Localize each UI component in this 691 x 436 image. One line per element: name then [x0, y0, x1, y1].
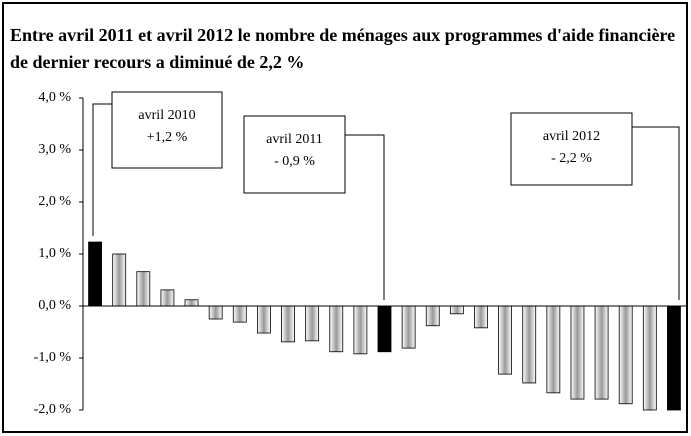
bar [281, 305, 295, 343]
bar [377, 305, 392, 353]
bar [546, 305, 561, 394]
y-tick-label: 3,0 % [38, 142, 71, 157]
bar [401, 305, 416, 349]
bar [232, 305, 247, 323]
bar [305, 305, 320, 342]
annotation-title: avril 2011 [266, 132, 323, 147]
y-tick-label: 1,0 % [38, 246, 71, 261]
y-tick-label: 4,0 % [38, 90, 71, 105]
chart-title: Entre avril 2011 et avril 2012 le nombre… [10, 25, 676, 72]
bar [136, 271, 151, 307]
bar [449, 305, 464, 315]
bar [570, 305, 585, 400]
annotation-text: - 2,2 % [551, 151, 592, 166]
connector [345, 134, 385, 300]
bar [208, 305, 223, 320]
bar [256, 305, 271, 334]
annotation-text: - 0,9 % [274, 154, 315, 169]
bar [594, 305, 609, 400]
bar [474, 305, 488, 329]
annotation-title: avril 2012 [543, 129, 600, 144]
bar [522, 305, 537, 384]
bar [184, 299, 199, 307]
bar [667, 305, 681, 411]
y-tick-label: -2,0 % [34, 402, 72, 417]
annotation-text: +1,2 % [147, 130, 188, 145]
bar [329, 305, 344, 353]
annotation-box [510, 112, 633, 186]
bar [425, 305, 440, 327]
y-tick-label: -1,0 % [34, 350, 72, 365]
bar [353, 305, 368, 355]
y-tick-label: 0,0 % [38, 298, 71, 313]
y-tick-label: 2,0 % [38, 194, 71, 209]
annotation-title: avril 2010 [138, 108, 195, 123]
connector [92, 103, 112, 236]
connector [632, 126, 680, 300]
bar [498, 305, 513, 375]
bar [642, 305, 657, 411]
bar [112, 253, 127, 307]
bar [88, 241, 102, 307]
bar [618, 305, 633, 405]
annotation-box [111, 91, 223, 169]
annotation-box [243, 115, 346, 194]
bar [160, 289, 175, 307]
